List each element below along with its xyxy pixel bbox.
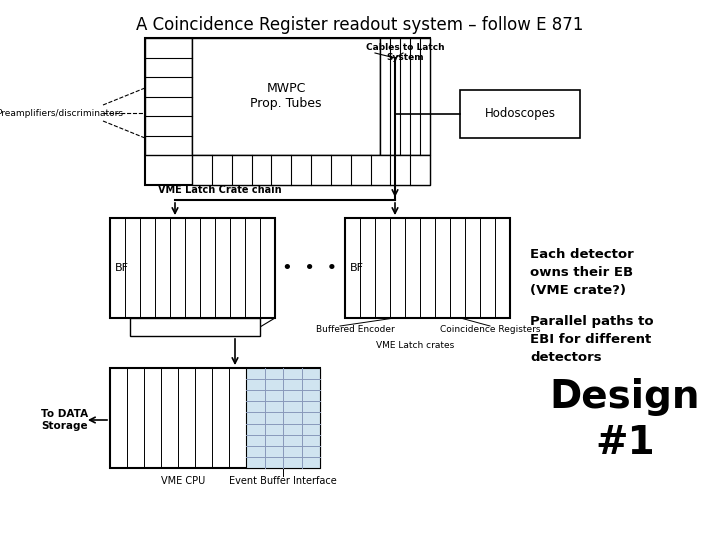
Bar xyxy=(145,38,430,185)
Text: Preamplifiers/discriminators: Preamplifiers/discriminators xyxy=(0,109,124,118)
Bar xyxy=(192,155,430,185)
Text: DATA to EBI: DATA to EBI xyxy=(163,322,227,332)
Text: VME Latch Crate chain: VME Latch Crate chain xyxy=(158,185,282,195)
Bar xyxy=(380,38,430,155)
Bar xyxy=(110,218,275,318)
Bar xyxy=(460,90,580,138)
Text: VME CPU: VME CPU xyxy=(161,476,206,486)
Text: •  •  •: • • • xyxy=(282,259,338,277)
Text: A Coincidence Register readout system – follow E 871: A Coincidence Register readout system – … xyxy=(136,16,584,34)
Text: Event Buffer Interface: Event Buffer Interface xyxy=(229,476,337,486)
Text: Cables to Latch
System: Cables to Latch System xyxy=(366,43,444,63)
Bar xyxy=(110,368,320,468)
Text: Buffered Encoder: Buffered Encoder xyxy=(315,326,395,334)
Bar xyxy=(246,368,320,468)
Text: Hodoscopes: Hodoscopes xyxy=(485,107,556,120)
Text: BF: BF xyxy=(115,263,129,273)
Bar xyxy=(130,318,260,336)
Text: To DATA
Storage: To DATA Storage xyxy=(42,409,89,431)
Text: VME Latch crates: VME Latch crates xyxy=(376,341,454,349)
Bar xyxy=(192,38,380,155)
Text: Coincidence Registers: Coincidence Registers xyxy=(440,326,540,334)
Text: Parallel paths to
EBI for different
detectors: Parallel paths to EBI for different dete… xyxy=(530,315,654,364)
Bar xyxy=(145,38,192,155)
Text: Each detector
owns their EB
(VME crate?): Each detector owns their EB (VME crate?) xyxy=(530,248,634,297)
Text: BF: BF xyxy=(350,263,364,273)
Text: Design
#1: Design #1 xyxy=(550,377,701,462)
Bar xyxy=(345,218,510,318)
Text: MWPC
Prop. Tubes: MWPC Prop. Tubes xyxy=(251,83,322,111)
